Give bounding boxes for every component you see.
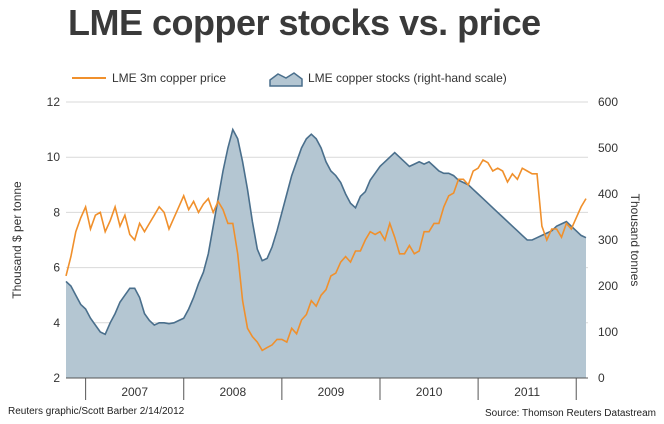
stocks-area (66, 129, 586, 378)
y-tick-label-left: 2 (53, 371, 60, 385)
y-tick-label-right: 600 (598, 95, 618, 109)
y-tick-label-left: 8 (53, 205, 60, 219)
credit-text: Reuters graphic/Scott Barber 2/14/2012 (8, 406, 185, 417)
y-tick-label-right: 0 (598, 371, 605, 385)
stocks-line (65, 127, 587, 336)
source-text: Source: Thomson Reuters Datastream (484, 408, 656, 419)
y-tick-label-left: 12 (47, 95, 61, 109)
stocks-series (65, 127, 587, 378)
y-axis-left: 2 4 6 8 10 12 (47, 95, 61, 385)
legend: LME 3m copper price LME copper stocks (r… (72, 71, 507, 87)
legend-label-price: LME 3m copper price (112, 71, 226, 85)
y-tick-label-left: 10 (47, 150, 61, 164)
chart-title: LME copper stocks vs. price (68, 2, 541, 43)
y-tick-label-left: 6 (53, 261, 60, 275)
legend-swatch-stocks (269, 72, 303, 87)
x-tick-label: 2009 (318, 385, 345, 399)
x-axis: 2007 2008 2009 2010 2011 (66, 377, 588, 400)
y-tick-label-right: 100 (598, 325, 618, 339)
price-series (65, 158, 587, 352)
y-axis-left-title: Thousand $ per tonne (10, 181, 24, 299)
y-axis-right-title: Thousand tonnes (628, 194, 642, 287)
y-tick-label-right: 400 (598, 187, 618, 201)
y-tick-label-right: 300 (598, 233, 618, 247)
y-tick-label-right: 500 (598, 141, 618, 155)
x-tick-label: 2010 (416, 385, 443, 399)
y-tick-label-right: 200 (598, 279, 618, 293)
x-tick-label: 2011 (514, 385, 540, 399)
y-tick-label-left: 4 (53, 316, 60, 330)
x-tick-label: 2008 (219, 385, 246, 399)
x-tick-label: 2007 (121, 385, 148, 399)
price-line (65, 158, 587, 352)
y-axis-right: 0 100 200 300 400 500 600 (598, 95, 618, 385)
legend-label-stocks: LME copper stocks (right-hand scale) (308, 71, 507, 85)
